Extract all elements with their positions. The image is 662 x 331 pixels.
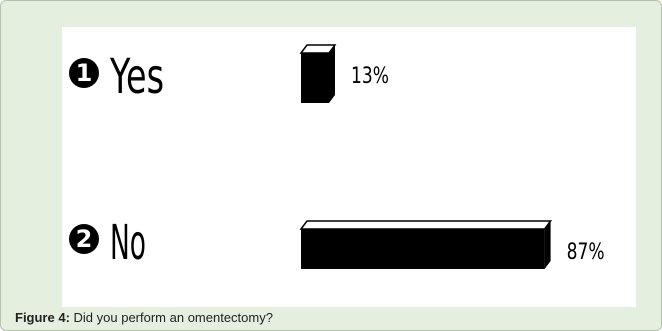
bar <box>301 53 329 103</box>
chart-area: 1 Yes 13% 2 No 87% <box>62 27 636 307</box>
figure-caption: Figure 4: Did you perform an omentectomy… <box>15 310 273 325</box>
number-badge <box>69 224 99 254</box>
number-badge-label: 2 <box>76 225 93 253</box>
number-badge <box>69 58 99 88</box>
bar <box>301 229 545 269</box>
data-label: 13% <box>351 64 389 89</box>
caption-text: Did you perform an omentectomy? <box>73 310 273 325</box>
bar-top <box>299 220 553 230</box>
category-label: Yes <box>109 49 164 105</box>
bar-side <box>544 221 551 269</box>
data-label: 87% <box>567 240 605 265</box>
number-badge-label: 1 <box>76 59 93 87</box>
bar-side <box>329 45 335 103</box>
bar-top <box>299 44 337 54</box>
bar-chart: 1 Yes 13% 2 No 87% <box>69 44 605 271</box>
category-label: No <box>110 215 146 271</box>
caption-label: Figure 4: <box>15 310 70 325</box>
